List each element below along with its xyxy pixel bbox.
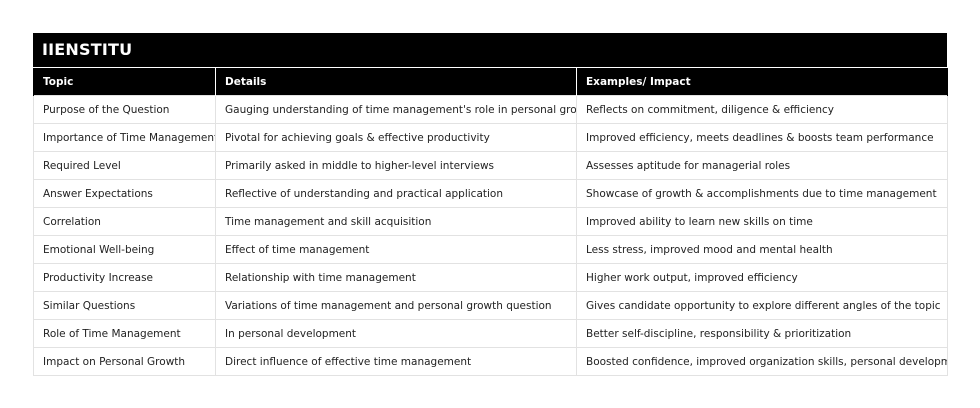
cell-topic: Required Level xyxy=(33,151,216,180)
cell-topic: Answer Expectations xyxy=(33,179,216,208)
cell-details: Gauging understanding of time management… xyxy=(215,95,577,124)
table-row: Importance of Time Management Pivotal fo… xyxy=(33,123,948,152)
brand-title: IIENSTITU xyxy=(33,33,947,68)
table-row: Answer Expectations Reflective of unders… xyxy=(33,179,948,208)
cell-impact: Showcase of growth & accomplishments due… xyxy=(576,179,948,208)
cell-topic: Role of Time Management xyxy=(33,319,216,348)
cell-details: Pivotal for achieving goals & effective … xyxy=(215,123,577,152)
header-details: Details xyxy=(215,68,577,96)
cell-impact: Less stress, improved mood and mental he… xyxy=(576,235,948,264)
cell-details: Relationship with time management xyxy=(215,263,577,292)
cell-topic: Similar Questions xyxy=(33,291,216,320)
cell-impact: Improved efficiency, meets deadlines & b… xyxy=(576,123,948,152)
cell-topic: Importance of Time Management xyxy=(33,123,216,152)
header-row: Topic Details Examples/ Impact xyxy=(33,68,948,96)
cell-topic: Correlation xyxy=(33,207,216,236)
cell-details: Effect of time management xyxy=(215,235,577,264)
cell-topic: Impact on Personal Growth xyxy=(33,347,216,376)
table-row: Impact on Personal Growth Direct influen… xyxy=(33,347,948,376)
cell-topic: Productivity Increase xyxy=(33,263,216,292)
cell-impact: Reflects on commitment, diligence & effi… xyxy=(576,95,948,124)
cell-impact: Higher work output, improved efficiency xyxy=(576,263,948,292)
cell-details: Reflective of understanding and practica… xyxy=(215,179,577,208)
cell-impact: Gives candidate opportunity to explore d… xyxy=(576,291,948,320)
cell-topic: Purpose of the Question xyxy=(33,95,216,124)
cell-impact: Assesses aptitude for managerial roles xyxy=(576,151,948,180)
table-row: Similar Questions Variations of time man… xyxy=(33,291,948,320)
table-row: Purpose of the Question Gauging understa… xyxy=(33,95,948,124)
cell-details: Direct influence of effective time manag… xyxy=(215,347,577,376)
header-topic: Topic xyxy=(33,68,216,96)
content-card: IIENSTITU Topic Details Examples/ Impact… xyxy=(33,33,948,376)
cell-impact: Boosted confidence, improved organizatio… xyxy=(576,347,948,376)
table-row: Productivity Increase Relationship with … xyxy=(33,263,948,292)
cell-details: In personal development xyxy=(215,319,577,348)
table-row: Emotional Well-being Effect of time mana… xyxy=(33,235,948,264)
cell-topic: Emotional Well-being xyxy=(33,235,216,264)
cell-details: Time management and skill acquisition xyxy=(215,207,577,236)
cell-impact: Better self-discipline, responsibility &… xyxy=(576,319,948,348)
cell-details: Variations of time management and person… xyxy=(215,291,577,320)
table-row: Role of Time Management In personal deve… xyxy=(33,319,948,348)
cell-details: Primarily asked in middle to higher-leve… xyxy=(215,151,577,180)
table-row: Correlation Time management and skill ac… xyxy=(33,207,948,236)
cell-impact: Improved ability to learn new skills on … xyxy=(576,207,948,236)
header-examples-impact: Examples/ Impact xyxy=(576,68,948,96)
table-row: Required Level Primarily asked in middle… xyxy=(33,151,948,180)
info-table: Topic Details Examples/ Impact Purpose o… xyxy=(33,68,948,376)
